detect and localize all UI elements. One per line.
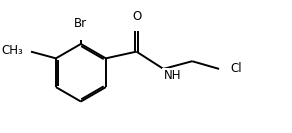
Text: Br: Br <box>74 16 87 30</box>
Text: O: O <box>132 10 141 23</box>
Text: NH: NH <box>164 69 181 82</box>
Text: CH₃: CH₃ <box>1 44 23 57</box>
Text: Cl: Cl <box>231 62 242 75</box>
